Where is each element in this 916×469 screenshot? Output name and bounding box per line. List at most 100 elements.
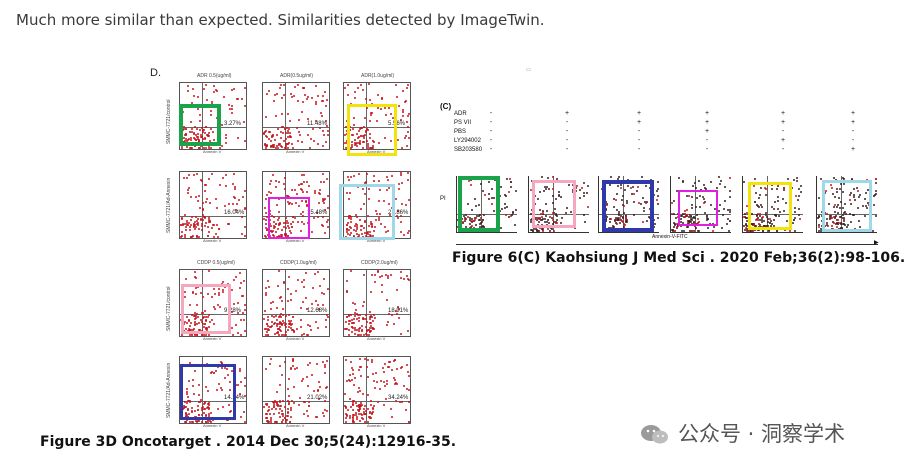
scatter-dot xyxy=(279,384,282,387)
scatter-dot xyxy=(288,326,291,329)
scatter-dot xyxy=(859,193,862,196)
y-axis-label: PI xyxy=(440,196,446,202)
scatter-dot xyxy=(351,128,354,131)
scatter-dot xyxy=(785,201,788,204)
scatter-dot xyxy=(291,364,294,367)
scatter-dot xyxy=(243,279,246,282)
scatter-dot xyxy=(271,229,274,232)
quadrant-v-line xyxy=(285,357,286,423)
scatter-dot xyxy=(182,128,185,131)
scatter-dot xyxy=(494,179,497,182)
scatter-dot xyxy=(345,147,348,149)
quadrant-v-line xyxy=(841,176,842,232)
scatter-dot xyxy=(536,229,539,232)
scatter-dot xyxy=(470,220,473,223)
scatter-dot xyxy=(345,228,348,231)
scatter-dot xyxy=(271,146,274,149)
scatter-dot xyxy=(698,206,701,209)
scatter-dot xyxy=(195,135,198,138)
scatter-dot xyxy=(283,280,286,283)
scatter-dot xyxy=(210,295,213,298)
scatter-dot xyxy=(200,134,203,137)
scatter-dot xyxy=(323,278,326,281)
scatter-dot xyxy=(192,174,195,177)
scatter-dot xyxy=(361,232,364,235)
scatter-dot xyxy=(874,178,877,181)
scatter-dot xyxy=(180,231,183,234)
scatter-dot xyxy=(218,147,221,149)
scatter-dot xyxy=(371,359,374,362)
scatter-dot xyxy=(566,206,569,209)
scatter-dot xyxy=(202,323,205,326)
scatter-dot xyxy=(380,283,383,286)
scatter-dot xyxy=(325,313,328,316)
scatter-dot xyxy=(630,193,633,196)
scatter-dot xyxy=(267,286,270,289)
scatter-dot xyxy=(765,213,768,216)
scatter-dot xyxy=(231,88,234,91)
scatter-dot xyxy=(220,360,223,363)
scatter-dot xyxy=(269,146,272,149)
scatter-dot xyxy=(195,173,198,176)
scatter-dot xyxy=(322,361,325,364)
x-axis-label: Annexin V xyxy=(367,238,386,243)
scatter-dot xyxy=(359,413,362,416)
scatter-dot xyxy=(277,219,280,222)
scatter-dot xyxy=(641,221,644,224)
scatter-dot xyxy=(198,394,201,397)
scatter-dot xyxy=(300,334,303,336)
scatter-dot xyxy=(683,210,686,213)
scatter-dot xyxy=(265,193,268,196)
scatter-dot xyxy=(782,209,785,212)
scatter-dot xyxy=(217,228,220,231)
scatter-dot xyxy=(187,412,190,415)
scatter-dot xyxy=(348,197,351,200)
scatter-dot xyxy=(851,214,854,217)
scatter-dot xyxy=(264,134,267,137)
scatter-dot xyxy=(374,372,377,375)
scatter-dot xyxy=(348,320,351,323)
treatment-value: + xyxy=(850,110,856,117)
scatter-dot xyxy=(277,210,280,213)
scatter-dot xyxy=(233,185,236,188)
scatter-dot xyxy=(625,218,628,221)
scatter-dot xyxy=(696,229,699,232)
scatter-dot xyxy=(317,202,320,205)
scatter-dot xyxy=(854,227,857,230)
scatter-dot xyxy=(839,227,842,230)
scatter-dot xyxy=(645,220,648,223)
scatter-dot xyxy=(352,413,355,416)
scatter-dot xyxy=(183,323,186,326)
scatter-dot xyxy=(491,187,494,190)
scatter-dot xyxy=(382,371,385,374)
scatter-dot xyxy=(685,214,688,217)
scatter-dot xyxy=(835,223,838,226)
scatter-dot xyxy=(360,365,363,368)
scatter-dot xyxy=(354,90,357,93)
scatter-dot xyxy=(407,329,410,332)
scatter-dot xyxy=(291,226,294,229)
scatter-dot xyxy=(324,105,327,107)
scatter-dot xyxy=(244,105,246,108)
scatter-dot xyxy=(300,230,303,233)
scatter-dot xyxy=(282,182,285,185)
scatter-dot xyxy=(378,199,381,202)
quadrant-v-line xyxy=(623,176,624,232)
scatter-dot xyxy=(194,223,197,226)
scatter-dot xyxy=(313,389,315,392)
scatter-dot xyxy=(198,139,201,142)
scatter-dot xyxy=(370,147,373,149)
scatter-dot xyxy=(697,220,700,223)
scatter-dot xyxy=(614,218,617,221)
scatter-dot xyxy=(357,410,360,413)
scatter-dot xyxy=(400,332,403,335)
scatter-dot xyxy=(265,211,268,214)
scatter-dot xyxy=(197,413,200,416)
highlight-box-magenta xyxy=(678,190,718,226)
scatter-dot xyxy=(229,409,232,412)
scatter-dot xyxy=(862,204,865,207)
scatter-dot xyxy=(762,230,765,232)
scatter-dot xyxy=(196,135,199,138)
scatter-dot xyxy=(194,369,197,372)
scatter-dot xyxy=(353,384,356,387)
